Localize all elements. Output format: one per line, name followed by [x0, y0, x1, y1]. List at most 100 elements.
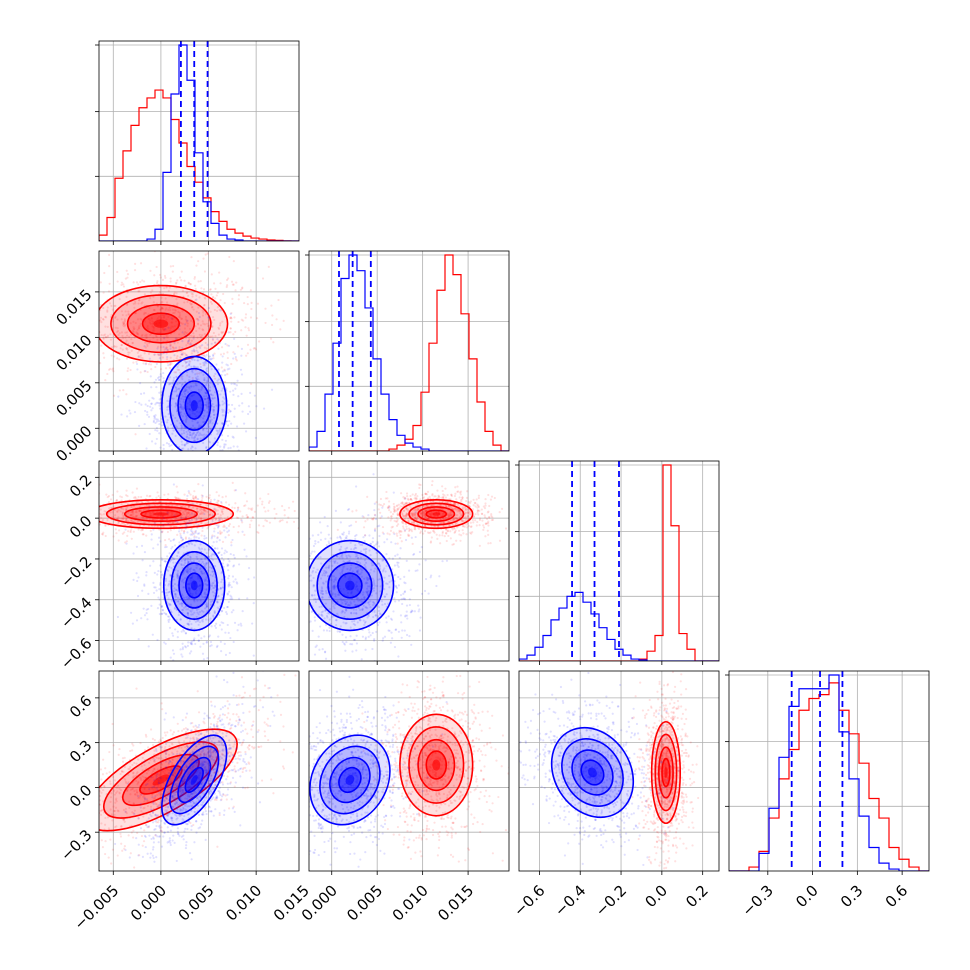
scatter-point	[221, 355, 224, 358]
scatter-point	[446, 530, 449, 533]
scatter-point	[160, 307, 163, 310]
scatter-point	[223, 301, 226, 305]
scatter-point	[57, 507, 59, 509]
scatter-point	[126, 534, 129, 537]
scatter-point	[177, 368, 181, 371]
scatter-point	[204, 595, 207, 599]
scatter-point	[161, 380, 165, 384]
scatter-point	[154, 428, 157, 432]
scatter-point	[218, 613, 221, 617]
scatter-point	[187, 339, 190, 343]
scatter-point	[186, 291, 189, 294]
scatter-point	[210, 302, 214, 305]
scatter-point	[422, 511, 425, 514]
scatter-point	[197, 537, 201, 540]
scatter-point	[168, 511, 171, 514]
scatter-point	[392, 531, 395, 534]
scatter-point	[207, 504, 210, 507]
scatter-point	[180, 317, 183, 320]
scatter-point	[109, 338, 113, 341]
scatter-point	[145, 608, 148, 611]
scatter-point	[198, 548, 201, 551]
scatter-point	[399, 547, 402, 550]
scatter-point	[167, 569, 170, 572]
scatter-point	[56, 524, 58, 526]
scatter-point	[189, 556, 192, 559]
scatter-point	[203, 296, 206, 299]
scatter-point	[477, 494, 481, 497]
scatter-point	[94, 496, 96, 498]
scatter-point	[478, 509, 481, 512]
scatter-point	[158, 398, 161, 401]
scatter-point	[187, 586, 191, 589]
scatter-point	[454, 508, 458, 512]
scatter-point	[94, 508, 96, 510]
scatter-point	[187, 522, 190, 525]
scatter-point	[466, 511, 469, 514]
scatter-point	[172, 397, 175, 400]
scatter-point	[229, 597, 232, 601]
scatter-point	[418, 563, 421, 566]
scatter-point	[175, 337, 178, 340]
scatter-point	[191, 412, 194, 415]
scatter-point	[86, 312, 88, 314]
scatter-point	[202, 421, 205, 424]
scatter-point	[119, 510, 122, 513]
scatter-point	[193, 611, 196, 614]
scatter-point	[109, 367, 112, 370]
scatter-point	[399, 505, 402, 508]
scatter-point	[275, 318, 278, 321]
scatter-point	[90, 308, 92, 310]
scatter-point	[194, 522, 198, 525]
scatter-point	[203, 455, 205, 457]
scatter-point	[292, 571, 294, 573]
scatter-point	[193, 345, 196, 348]
scatter-point	[273, 517, 277, 520]
scatter-point	[186, 364, 189, 368]
scatter-point	[437, 510, 440, 513]
scatter-point	[216, 600, 219, 603]
scatter-point	[140, 403, 143, 406]
scatter-point	[230, 611, 233, 614]
scatter-point	[404, 582, 407, 585]
scatter-point	[140, 544, 144, 547]
scatter-point	[491, 516, 494, 519]
scatter-point	[135, 514, 138, 518]
scatter-point	[341, 532, 344, 536]
scatter-point	[224, 373, 227, 377]
scatter-point	[136, 332, 139, 336]
scatter-point	[215, 622, 218, 625]
scatter-point	[189, 464, 191, 466]
scatter-point	[231, 506, 234, 509]
scatter-point	[473, 501, 476, 504]
scatter-point	[217, 368, 220, 371]
scatter-point	[412, 512, 415, 516]
scatter-point	[181, 538, 184, 541]
scatter-point	[198, 579, 201, 582]
scatter-point	[192, 431, 196, 434]
scatter-point	[159, 276, 162, 279]
scatter-point	[134, 400, 137, 404]
scatter-point	[214, 579, 217, 582]
scatter-point	[144, 403, 147, 406]
scatter-point	[188, 590, 191, 593]
scatter-point	[132, 361, 135, 364]
scatter-point	[230, 586, 233, 589]
scatter-point	[190, 512, 193, 515]
scatter-point	[314, 598, 318, 601]
scatter-point	[468, 502, 472, 505]
scatter-point	[232, 564, 236, 567]
scatter-point	[191, 292, 194, 296]
scatter-point	[180, 428, 183, 431]
scatter-point	[434, 525, 437, 529]
scatter-point	[190, 580, 193, 583]
scatter-point	[189, 302, 192, 305]
scatter-point	[181, 375, 184, 378]
scatter-point	[194, 496, 197, 499]
scatter-point	[111, 511, 114, 514]
scatter-point	[187, 623, 191, 627]
scatter-point	[230, 311, 233, 315]
scatter-point	[217, 524, 220, 527]
scatter-point	[305, 566, 307, 568]
